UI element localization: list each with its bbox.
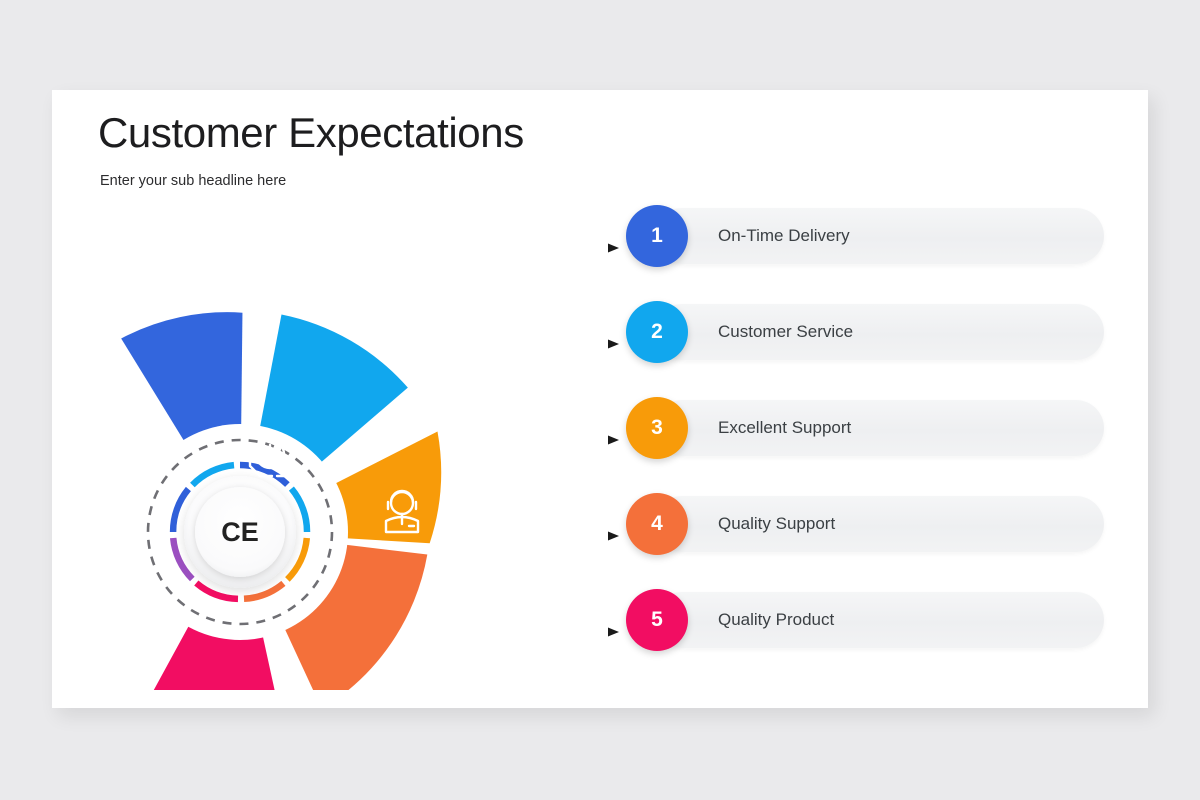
legend-label-3: Excellent Support (718, 418, 852, 437)
dashed-ring (146, 438, 334, 626)
slide-card: Customer Expectations Enter your sub hea… (52, 90, 1148, 708)
legend-badge-4[interactable]: 4 (626, 493, 688, 555)
radial-diagram: CE (92, 200, 652, 690)
list-item[interactable]: 4 Quality Support (626, 493, 1104, 555)
stopwatch-hand-icon (248, 435, 290, 478)
phone-arrows-icon (433, 614, 484, 670)
list-item[interactable]: 1 On-Time Delivery (626, 205, 1104, 267)
legend-badge-3[interactable]: 3 (626, 397, 688, 459)
legend-label-1: On-Time Delivery (718, 226, 850, 245)
legend-pill[interactable] (654, 592, 1104, 648)
legend-label-2: Customer Service (718, 322, 854, 341)
page-subtitle: Enter your sub headline here (100, 173, 287, 189)
legend-list: 1 On-Time Delivery 2 Customer Service 3 … (626, 205, 1126, 678)
legend-badge-2[interactable]: 2 (626, 301, 688, 363)
legend-pill[interactable] (654, 400, 1104, 456)
list-item[interactable]: 2 Customer Service (626, 301, 1104, 363)
legend-label-4: Quality Support (718, 514, 836, 533)
legend-label-5: Quality Product (718, 610, 835, 629)
legend-badge-5[interactable]: 5 (626, 589, 688, 651)
legend-pill[interactable] (654, 496, 1104, 552)
list-item[interactable]: 3 Excellent Support (626, 397, 1104, 459)
center-label: CE (221, 517, 259, 547)
legend-pill[interactable] (654, 208, 1104, 264)
legend-pill[interactable] (654, 304, 1104, 360)
support-agent-headset-icon (384, 489, 420, 534)
legend-badge-1[interactable]: 1 (626, 205, 688, 267)
inner-color-ring (169, 461, 311, 603)
page-title: Customer Expectations (98, 109, 524, 156)
center-hub (195, 487, 285, 577)
list-item[interactable]: 5 Quality Product (626, 589, 1104, 651)
